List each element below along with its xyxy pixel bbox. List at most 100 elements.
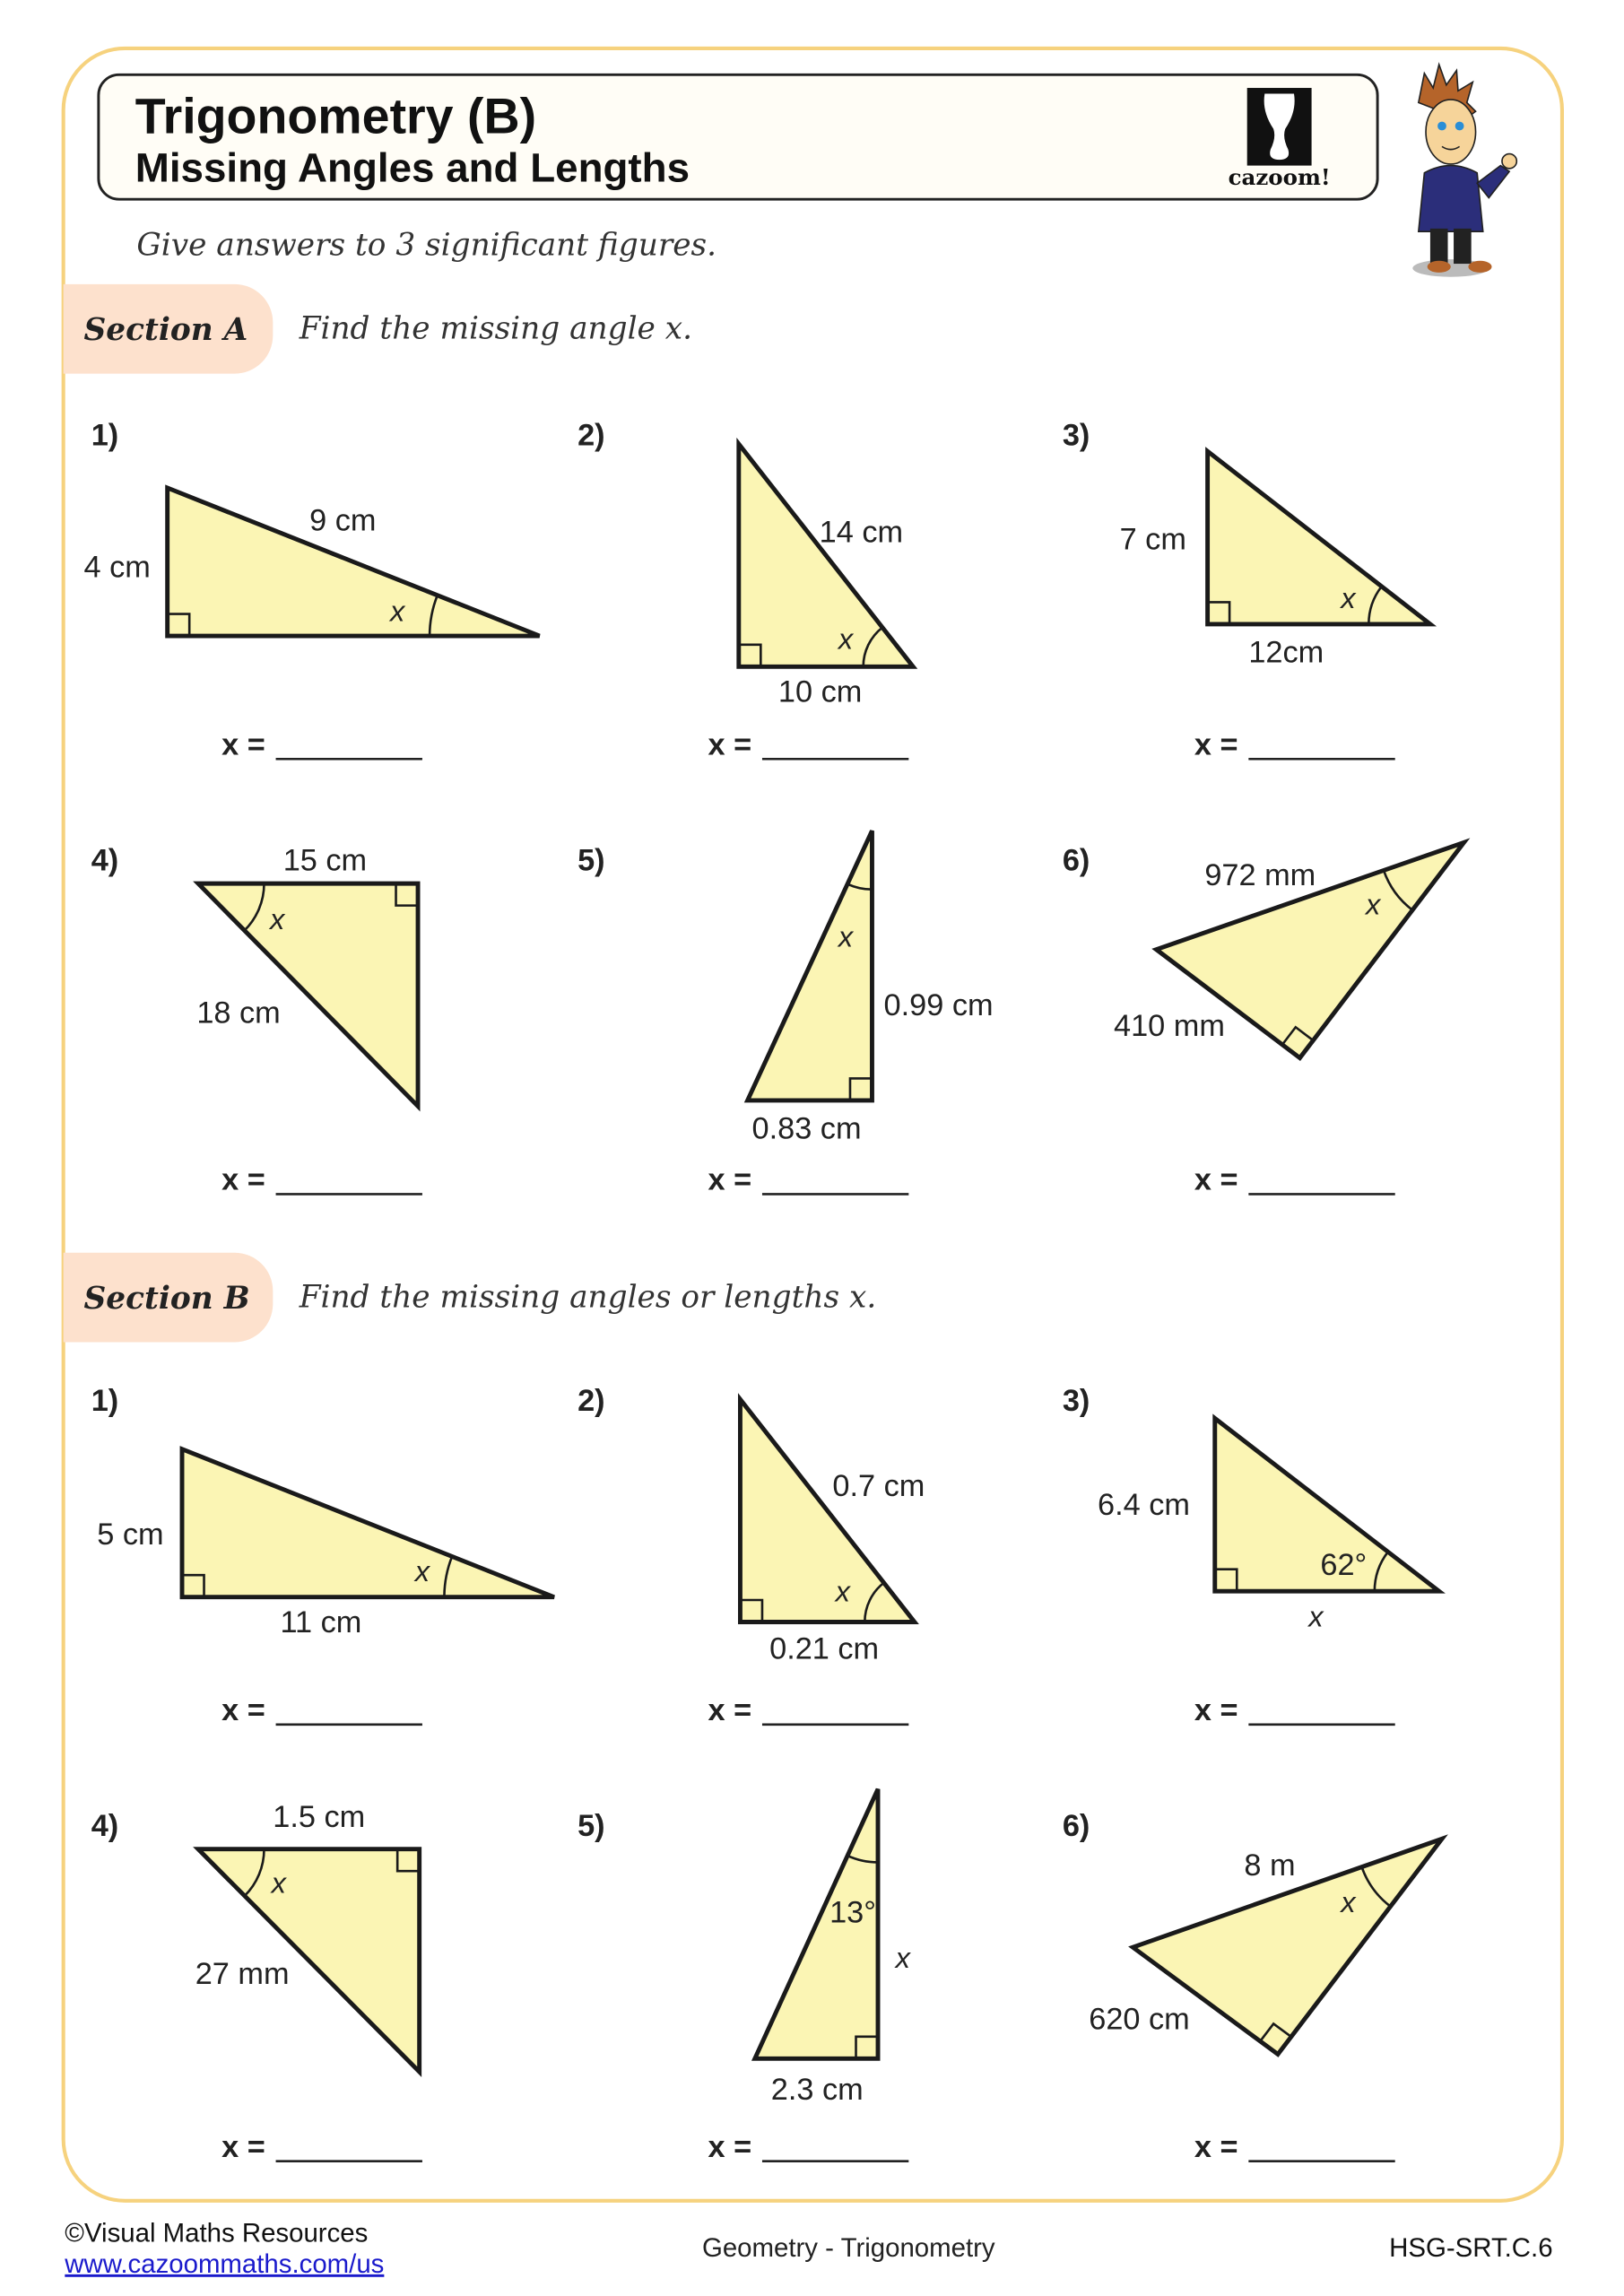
side-label: 0.83 cm bbox=[752, 1111, 862, 1145]
right-triangle-b3 bbox=[1212, 1413, 1446, 1594]
answer-label: x = bbox=[221, 2130, 265, 2164]
side-label: 2.3 cm bbox=[771, 2073, 864, 2107]
question-number: 3) bbox=[1063, 419, 1090, 453]
title-box: Trigonometry (B) Missing Angles and Leng… bbox=[97, 73, 1379, 201]
side-label: 7 cm bbox=[1120, 523, 1186, 557]
side-label: 6.4 cm bbox=[1098, 1488, 1190, 1522]
section-label: Section B bbox=[84, 1281, 250, 1317]
right-angle-marker bbox=[182, 1573, 205, 1597]
side-label: 620 cm bbox=[1089, 2003, 1189, 2037]
website-link[interactable]: www.cazoommaths.com/us bbox=[64, 2249, 384, 2279]
answer-field[interactable]: x = bbox=[1194, 1693, 1395, 1727]
angle-label: x bbox=[1339, 1885, 1357, 1918]
section-b-header: Section B Find the missing angles or len… bbox=[63, 1252, 876, 1343]
answer-label: x = bbox=[708, 2130, 752, 2164]
angle-arc bbox=[443, 1555, 454, 1597]
angle-arc bbox=[243, 883, 265, 932]
side-label: 4 cm bbox=[84, 551, 151, 585]
right-triangle-b5 bbox=[751, 1787, 881, 2061]
right-angle-marker bbox=[848, 1077, 873, 1100]
question-b6: 6) 8 m 620 cm x bbox=[1063, 1809, 1357, 2037]
cartoon-character-illustration bbox=[1412, 62, 1518, 277]
question-number: 1) bbox=[91, 1384, 119, 1418]
answer-field[interactable]: x = bbox=[221, 1693, 422, 1727]
standard-code: HSG-SRT.C.6 bbox=[1389, 2233, 1552, 2263]
question-a3: 3) 7 cm 12cm x bbox=[1063, 419, 1357, 670]
answer-blanks: x = x = x = x = x = x = x = x = x = x = x = x = bbox=[221, 727, 1395, 2164]
answer-field[interactable]: x = bbox=[708, 1693, 909, 1727]
question-a6: 6) 972 mm 410 mm x bbox=[1063, 843, 1382, 1043]
side-label: 14 cm bbox=[820, 515, 903, 549]
cazoom-logo: cazoom! bbox=[1229, 88, 1331, 190]
right-angle-marker bbox=[1214, 1568, 1238, 1592]
right-triangle-b6 bbox=[1128, 1834, 1448, 2057]
answer-label: x = bbox=[708, 1163, 752, 1197]
answer-field[interactable]: x = bbox=[1194, 727, 1395, 761]
side-label: 9 cm bbox=[309, 503, 376, 537]
answer-field[interactable]: x = bbox=[708, 1163, 909, 1197]
right-angle-marker bbox=[738, 643, 762, 667]
angle-label: x bbox=[413, 1554, 431, 1587]
side-label: 11 cm bbox=[280, 1605, 361, 1639]
instructions: Give answers to 3 significant figures. bbox=[136, 227, 716, 263]
copyright: ©Visual Maths Resources bbox=[65, 2219, 368, 2248]
side-label: 12cm bbox=[1248, 635, 1324, 669]
answer-field[interactable]: x = bbox=[221, 1163, 422, 1197]
side-label: 1.5 cm bbox=[273, 1800, 365, 1834]
topic: Geometry - Trigonometry bbox=[702, 2233, 995, 2263]
answer-field[interactable]: x = bbox=[1194, 2130, 1395, 2164]
angle-arc bbox=[1373, 1551, 1389, 1592]
angle-label: x bbox=[837, 919, 855, 952]
angle-label: 62° bbox=[1320, 1548, 1367, 1582]
question-number: 4) bbox=[91, 843, 119, 877]
answer-label: x = bbox=[1194, 2130, 1238, 2164]
angle-arc bbox=[864, 1581, 885, 1622]
answer-field[interactable]: x = bbox=[221, 2130, 422, 2164]
right-triangle-a6 bbox=[1151, 838, 1471, 1061]
question-a4: 4) 15 cm 18 cm x bbox=[91, 843, 367, 1030]
right-triangle-a5 bbox=[743, 830, 874, 1103]
side-label: 5 cm bbox=[97, 1518, 163, 1552]
worksheet-subtitle: Missing Angles and Lengths bbox=[135, 145, 690, 191]
question-b3: 3) 6.4 cm 62° x bbox=[1063, 1384, 1367, 1632]
angle-arc bbox=[243, 1848, 265, 1897]
right-triangle-a2 bbox=[736, 437, 918, 669]
right-angle-marker bbox=[1207, 601, 1231, 624]
angle-label: x bbox=[268, 902, 286, 935]
angle-label: x bbox=[270, 1866, 288, 1900]
section-a-questions: 1) 4 cm 9 cm x 2) 14 cm 10 cm x 3) 7 cm … bbox=[84, 419, 1382, 1146]
answer-field[interactable]: x = bbox=[708, 727, 909, 761]
question-a2: 2) 14 cm 10 cm x bbox=[578, 419, 903, 709]
side-label: 0.7 cm bbox=[832, 1469, 925, 1503]
question-b2: 2) 0.7 cm 0.21 cm x bbox=[578, 1384, 925, 1665]
question-a1: 1) 4 cm 9 cm x bbox=[84, 419, 406, 628]
side-label: 10 cm bbox=[778, 675, 862, 709]
angle-arc bbox=[847, 883, 873, 891]
question-number: 6) bbox=[1063, 1809, 1090, 1843]
right-angle-marker bbox=[1259, 2022, 1292, 2042]
triangle-diagrams bbox=[165, 437, 1471, 2077]
question-a5: 5) 0.99 cm 0.83 cm x bbox=[578, 843, 993, 1145]
answer-label: x = bbox=[1194, 1693, 1238, 1727]
question-number: 5) bbox=[578, 843, 605, 877]
right-triangle-b2 bbox=[737, 1393, 919, 1624]
question-number: 4) bbox=[91, 1809, 119, 1843]
angle-arc bbox=[1382, 870, 1413, 911]
side-label: x bbox=[894, 1941, 912, 1974]
section-b-questions: 1) 5 cm 11 cm x 2) 0.7 cm 0.21 cm x 3) 6… bbox=[91, 1384, 1368, 2107]
question-number: 3) bbox=[1063, 1384, 1090, 1418]
angle-label: x bbox=[834, 1575, 852, 1608]
angle-arc bbox=[1367, 586, 1383, 624]
angle-label: x bbox=[388, 595, 406, 628]
answer-field[interactable]: x = bbox=[708, 2130, 909, 2164]
right-angle-marker bbox=[855, 2035, 879, 2059]
side-label: x bbox=[1307, 1599, 1324, 1632]
footer: ©Visual Maths Resources www.cazoommaths.… bbox=[64, 2219, 1552, 2279]
question-b4: 4) 1.5 cm 27 mm x bbox=[91, 1800, 366, 1991]
answer-label: x = bbox=[708, 1693, 752, 1727]
answer-field[interactable]: x = bbox=[1194, 1163, 1395, 1197]
answer-field[interactable]: x = bbox=[221, 727, 422, 761]
right-triangle-b4 bbox=[193, 1847, 422, 2077]
answer-label: x = bbox=[1194, 1163, 1238, 1197]
